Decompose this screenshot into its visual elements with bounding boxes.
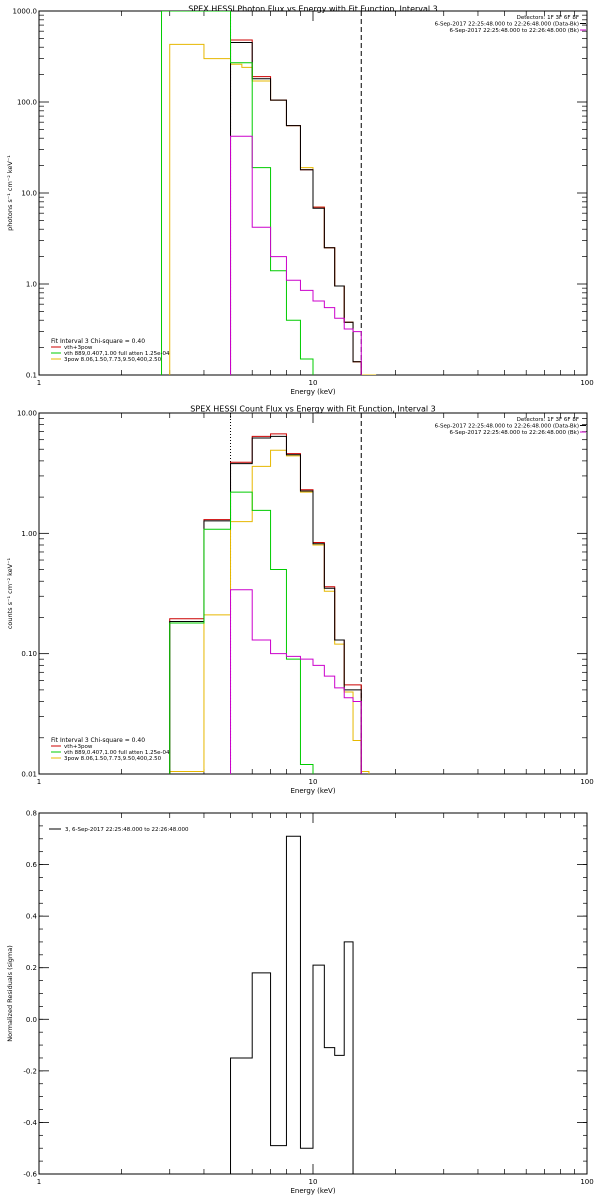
- y-tick-label: 0.01: [21, 771, 37, 779]
- chart-title: SPEX HESSI Count Flux vs Energy with Fit…: [190, 405, 435, 414]
- x-tick-label: 1: [37, 778, 41, 786]
- series-total-line: [169, 435, 362, 774]
- chart-title: SPEX HESSI Photon Flux vs Energy with Fi…: [188, 5, 438, 14]
- legend-title: Fit Interval 3 Chi-square = 0.40: [51, 737, 145, 744]
- legend-entry: 3pow 8.06,1.50,7.73,9.50,400,2.50: [64, 357, 162, 363]
- series-thermal-line: [161, 11, 314, 375]
- x-tick-label: 100: [580, 778, 593, 786]
- x-tick-label: 10: [309, 778, 318, 786]
- y-tick-label: 1.00: [21, 530, 37, 538]
- x-axis-label: Energy (keV): [290, 787, 335, 795]
- y-tick-label: 1.0: [26, 281, 37, 289]
- x-axis-label: Energy (keV): [290, 388, 335, 396]
- legend-entry: vth 889,0.407,1.00 full atten 1.25e-04: [64, 351, 170, 357]
- plot-frame: [38, 412, 588, 775]
- info-line: 6-Sep-2017 22:25:48.000 to 22:26:48.000 …: [450, 430, 580, 436]
- series-thermal-line: [169, 491, 314, 774]
- y-tick-label: -0.4: [23, 1119, 37, 1127]
- series-layer: [169, 433, 370, 774]
- x-tick-label: 1: [37, 379, 41, 387]
- y-tick-label: 0.0: [26, 1016, 37, 1024]
- legend-entry: vth+3pow: [64, 744, 93, 750]
- series-background-line: [230, 135, 362, 375]
- series-model-line: [230, 39, 362, 375]
- info-line: 6-Sep-2017 22:25:48.000 to 22:26:48.000 …: [435, 424, 579, 430]
- legend-entry: 3pow 8.06,1.50,7.73,9.50,400,2.50: [64, 756, 162, 762]
- y-tick-label: -0.2: [23, 1067, 37, 1075]
- y-tick-label: 0.2: [26, 964, 37, 972]
- x-tick-label: 100: [580, 1178, 593, 1186]
- y-tick-label: 100.0: [17, 99, 37, 107]
- x-tick-label: 1: [37, 1178, 41, 1186]
- chart-panel-2: SPEX HESSI Count Flux vs Energy with Fit…: [6, 405, 594, 796]
- y-tick-label: 10.0: [21, 190, 37, 198]
- series-layer: [161, 11, 377, 375]
- y-tick-label: 0.8: [26, 810, 37, 818]
- y-tick-label: 10.00: [17, 410, 37, 418]
- y-tick-label: 1000.0: [13, 8, 38, 16]
- legend-entry: 3, 6-Sep-2017 22:25:48.000 to 22:26:48.0…: [65, 827, 189, 833]
- x-axis-label: Energy (keV): [290, 1187, 335, 1195]
- y-tick-label: -0.6: [23, 1171, 37, 1179]
- y-tick-label: 0.10: [21, 650, 37, 658]
- chart-panel-1: SPEX HESSI Photon Flux vs Energy with Fi…: [6, 5, 594, 397]
- chart-panel-3: 1 10 100 Energy (keV) -0.6 -0.4 -0.2 0.0 0.2 0.4 0…: [6, 810, 594, 1196]
- series-model-line: [169, 433, 362, 774]
- x-tick-label: 10: [309, 1178, 318, 1186]
- legend-title: Fit Interval 3 Chi-square = 0.40: [51, 338, 145, 345]
- y-axis-label: Normalized Residuals (sigma): [6, 945, 14, 1042]
- series-total-line: [230, 42, 362, 375]
- legend-entry: vth 889,0.407,1.00 full atten 1.25e-04: [64, 750, 170, 756]
- y-tick-label: 0.1: [26, 372, 37, 380]
- y-tick-label: 0.6: [26, 861, 38, 869]
- y-axis-label: photons s⁻¹ cm⁻² keV⁻¹: [6, 155, 14, 231]
- series-power-line: [169, 43, 377, 375]
- legend-entry: vth+3pow: [64, 345, 93, 351]
- x-tick-label: 100: [580, 379, 593, 387]
- info-line: 6-Sep-2017 22:25:48.000 to 22:26:48.000 …: [435, 22, 579, 28]
- info-line: Detectors: 1F 3F 6F 8F: [517, 15, 579, 21]
- series-background-line: [230, 589, 362, 774]
- y-axis-label: counts s⁻¹ cm⁻² keV⁻¹: [6, 557, 14, 629]
- series-total-line: [230, 835, 362, 1174]
- series-power-line: [169, 449, 370, 774]
- info-line: 6-Sep-2017 22:25:48.000 to 22:26:48.000 …: [450, 28, 580, 34]
- x-tick-label: 10: [309, 379, 318, 387]
- y-tick-label: 0.4: [26, 913, 38, 921]
- series-layer: [230, 835, 362, 1174]
- info-line: Detectors: 1F 3F 6F 8F: [517, 417, 579, 423]
